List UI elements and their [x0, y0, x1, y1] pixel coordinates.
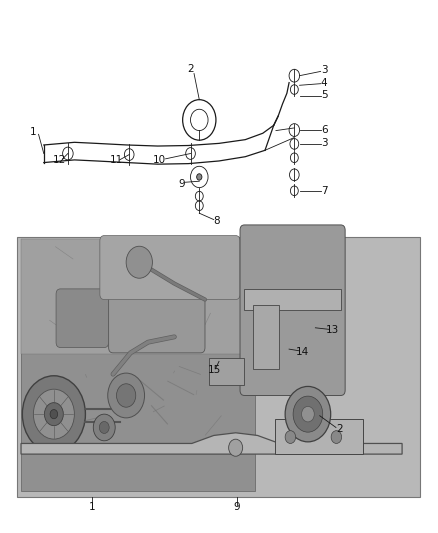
Text: 14: 14 — [296, 347, 309, 357]
Circle shape — [99, 422, 109, 433]
Text: 3: 3 — [321, 138, 328, 148]
Text: 15: 15 — [208, 366, 221, 375]
Text: 9: 9 — [233, 503, 240, 512]
Circle shape — [33, 389, 74, 439]
Bar — [275, 419, 363, 454]
Text: 12: 12 — [53, 155, 66, 165]
Bar — [21, 242, 255, 491]
Text: 7: 7 — [321, 186, 328, 196]
Text: 2: 2 — [187, 64, 194, 74]
Text: 11: 11 — [110, 155, 123, 165]
Circle shape — [197, 174, 202, 180]
FancyBboxPatch shape — [100, 236, 240, 300]
Text: 4: 4 — [321, 78, 328, 87]
Bar — [17, 237, 420, 497]
Circle shape — [285, 386, 331, 442]
Circle shape — [108, 373, 145, 418]
Circle shape — [301, 406, 314, 422]
Text: 5: 5 — [321, 90, 328, 100]
Circle shape — [293, 396, 323, 432]
Text: 6: 6 — [321, 125, 328, 135]
Bar — [209, 358, 244, 385]
Circle shape — [44, 402, 64, 426]
Circle shape — [331, 431, 342, 443]
Bar — [244, 289, 341, 310]
Circle shape — [93, 414, 115, 441]
FancyBboxPatch shape — [240, 225, 345, 395]
Text: 1: 1 — [88, 503, 95, 512]
Circle shape — [229, 439, 243, 456]
Text: 3: 3 — [321, 66, 328, 75]
FancyBboxPatch shape — [56, 289, 109, 348]
Text: 2: 2 — [336, 424, 343, 434]
Text: 13: 13 — [326, 326, 339, 335]
Circle shape — [126, 246, 152, 278]
Text: 8: 8 — [213, 216, 220, 226]
Bar — [253, 305, 279, 369]
Circle shape — [117, 384, 136, 407]
Bar — [21, 239, 255, 354]
Circle shape — [22, 376, 85, 453]
Circle shape — [50, 409, 58, 419]
Polygon shape — [21, 433, 402, 454]
FancyBboxPatch shape — [109, 262, 205, 353]
Text: 1: 1 — [29, 127, 36, 137]
Text: 9: 9 — [178, 179, 185, 189]
Text: 10: 10 — [153, 155, 166, 165]
Circle shape — [285, 431, 296, 443]
